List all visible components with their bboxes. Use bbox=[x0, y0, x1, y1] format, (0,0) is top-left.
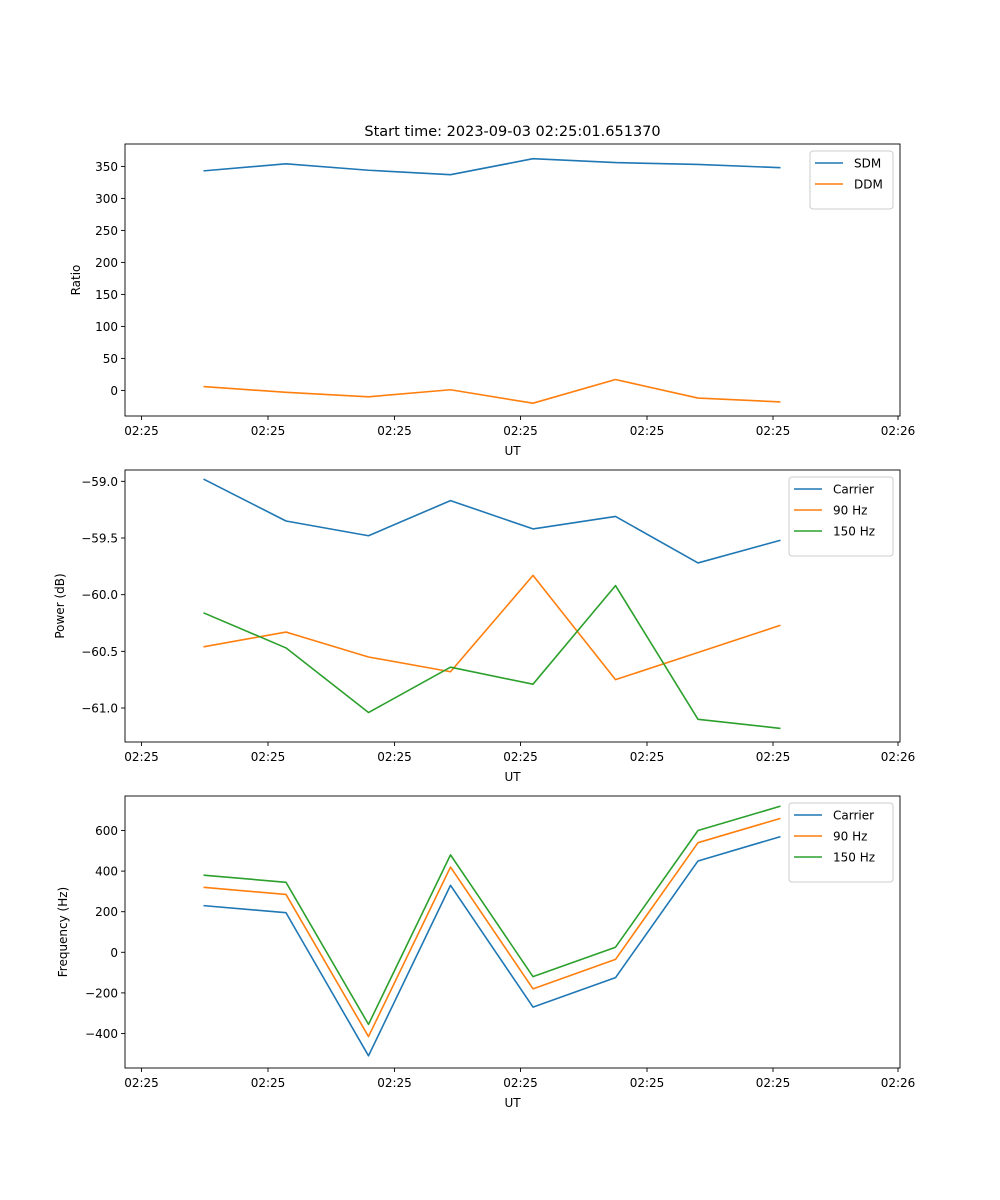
series-line-sdm bbox=[203, 157, 781, 176]
x-tick-label: 02:25 bbox=[251, 1076, 286, 1090]
legend: Carrier 90 Hz 150 Hz bbox=[788, 802, 894, 883]
x-tick-label: 02:25 bbox=[124, 750, 159, 764]
series-line-150-hz bbox=[203, 805, 781, 1026]
x-tick-label: 02:25 bbox=[756, 1076, 791, 1090]
series-line-90-hz bbox=[203, 574, 781, 681]
plot-frame bbox=[124, 469, 901, 743]
y-tick-label: −200 bbox=[85, 986, 118, 1000]
x-tick-label: 02:25 bbox=[377, 1076, 412, 1090]
series-line-ddm bbox=[203, 378, 781, 405]
legend: Carrier 90 Hz 150 Hz bbox=[788, 476, 894, 557]
y-axis-label: Frequency (Hz) bbox=[56, 887, 70, 978]
legend-box bbox=[788, 476, 894, 557]
x-tick-label: 02:25 bbox=[503, 424, 538, 438]
y-tick-label: 50 bbox=[103, 352, 118, 366]
y-tick-label: −59.5 bbox=[81, 532, 118, 546]
figure-title: Start time: 2023-09-03 02:25:01.651370 bbox=[364, 124, 660, 140]
chart-panel-3: 02:25 02:25 02:25 02:25 02:25 02:25 02:26 −400 −… bbox=[56, 795, 916, 1110]
y-tick-label: 350 bbox=[95, 160, 118, 174]
x-tick-label: 02:25 bbox=[630, 424, 665, 438]
y-tick-label: −60.5 bbox=[81, 645, 118, 659]
legend-label: SDM bbox=[854, 157, 881, 171]
plot-frame bbox=[124, 143, 901, 417]
y-tick-label: 0 bbox=[110, 384, 118, 398]
series-line-carrier bbox=[203, 835, 781, 1057]
x-tick-label: 02:25 bbox=[756, 750, 791, 764]
y-tick-label: −60.0 bbox=[81, 588, 118, 602]
x-tick-label: 02:25 bbox=[377, 424, 412, 438]
y-axis-label: Power (dB) bbox=[53, 573, 67, 638]
x-tick-label: 02:26 bbox=[881, 750, 916, 764]
y-tick-label: 600 bbox=[95, 824, 118, 838]
legend-box bbox=[809, 150, 894, 210]
y-tick-label: 400 bbox=[95, 865, 118, 879]
legend-label: 150 Hz bbox=[833, 525, 875, 539]
x-axis-label: UT bbox=[504, 1096, 521, 1110]
legend-label: DDM bbox=[854, 178, 883, 192]
legend-label: 90 Hz bbox=[833, 830, 867, 844]
y-tick-label: 200 bbox=[95, 256, 118, 270]
legend-label: 150 Hz bbox=[833, 851, 875, 865]
legend-label: Carrier bbox=[833, 483, 874, 497]
y-tick-label: −59.0 bbox=[81, 475, 118, 489]
series-line-150-hz bbox=[203, 584, 781, 730]
x-tick-label: 02:25 bbox=[377, 750, 412, 764]
legend-label: Carrier bbox=[833, 809, 874, 823]
y-tick-label: −400 bbox=[85, 1027, 118, 1041]
y-tick-label: 300 bbox=[95, 192, 118, 206]
x-axis-label: UT bbox=[504, 444, 521, 458]
y-tick-label: 100 bbox=[95, 320, 118, 334]
y-tick-label: −61.0 bbox=[81, 702, 118, 716]
y-axis-label: Ratio bbox=[69, 265, 83, 296]
legend-box bbox=[788, 802, 894, 883]
y-tick-label: 150 bbox=[95, 288, 118, 302]
x-tick-label: 02:25 bbox=[630, 1076, 665, 1090]
x-tick-label: 02:25 bbox=[124, 424, 159, 438]
y-tick-label: 250 bbox=[95, 224, 118, 238]
chart-panel-1: 02:25 02:25 02:25 02:25 02:25 02:25 02:26 0 50 10… bbox=[69, 143, 916, 458]
series-line-carrier bbox=[203, 478, 781, 564]
chart-panel-2: 02:25 02:25 02:25 02:25 02:25 02:25 02:26 −59.0… bbox=[53, 469, 916, 784]
x-tick-label: 02:25 bbox=[251, 424, 286, 438]
x-axis-label: UT bbox=[504, 770, 521, 784]
legend: SDM DDM bbox=[809, 150, 894, 210]
x-tick-label: 02:25 bbox=[756, 424, 791, 438]
y-tick-label: 200 bbox=[95, 905, 118, 919]
x-tick-label: 02:25 bbox=[503, 1076, 538, 1090]
x-tick-label: 02:25 bbox=[503, 750, 538, 764]
x-tick-label: 02:26 bbox=[881, 1076, 916, 1090]
series-line-90-hz bbox=[203, 817, 781, 1038]
plot-frame bbox=[124, 795, 901, 1069]
x-tick-label: 02:25 bbox=[630, 750, 665, 764]
x-tick-label: 02:26 bbox=[881, 424, 916, 438]
x-tick-label: 02:25 bbox=[251, 750, 286, 764]
legend-label: 90 Hz bbox=[833, 504, 867, 518]
y-tick-label: 0 bbox=[110, 946, 118, 960]
x-tick-label: 02:25 bbox=[124, 1076, 159, 1090]
